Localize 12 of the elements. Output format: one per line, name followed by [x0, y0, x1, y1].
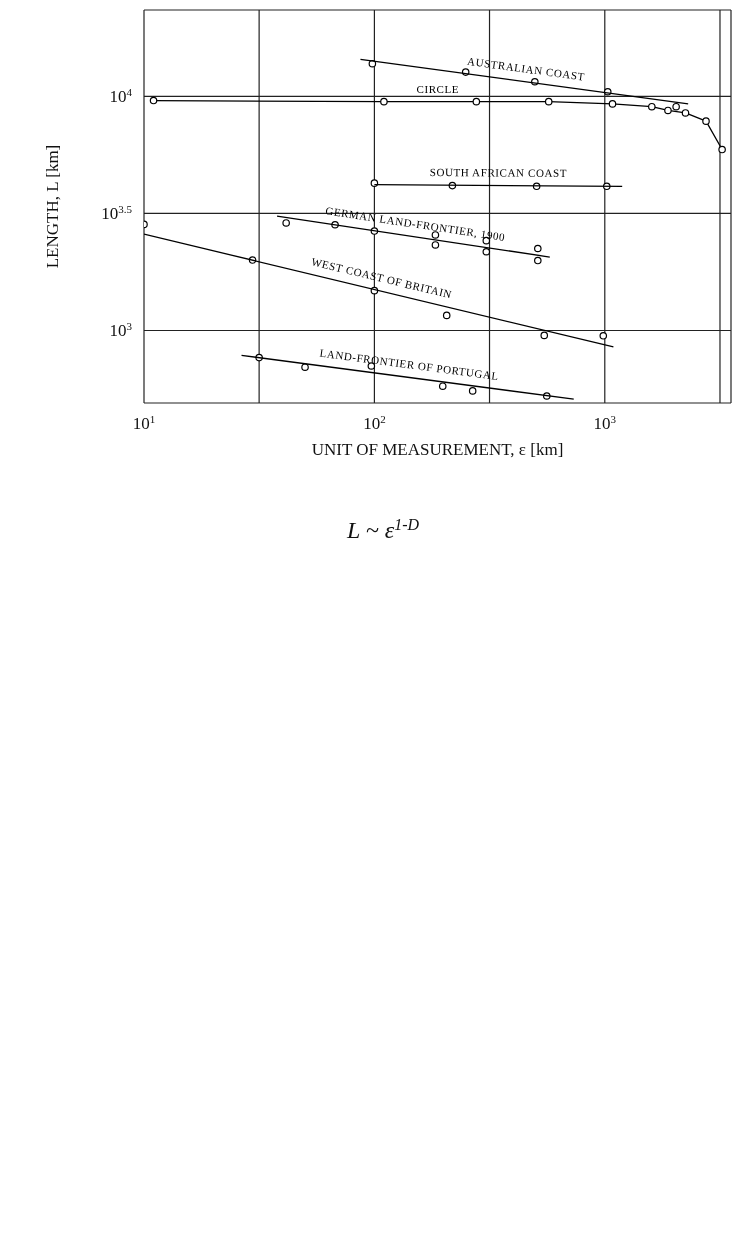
x-tick-label: 10$^{3}$ [593, 413, 617, 433]
x-tick-label: 10$^{1}$ [132, 413, 156, 433]
x-axis-title: UNIT OF MEASUREMENT, ε [km] [311, 440, 564, 459]
y-tick-label: 10$^{3.5}$ [101, 203, 133, 224]
y-tick-label: 10$^{3}$ [109, 320, 133, 341]
y-tick-label: 10$^{4}$ [109, 86, 133, 107]
y-axis-title: LENGTH, L [km] [43, 144, 62, 269]
series-label: CIRCLE [416, 82, 460, 95]
text: L ~ ε$^{1-D}$ [345, 515, 420, 543]
text: AUSTRALIAN COAST [466, 54, 586, 83]
text: WEST COAST OF BRITAIN [310, 255, 454, 301]
x-tick-label: 10$^{2}$ [363, 413, 386, 433]
